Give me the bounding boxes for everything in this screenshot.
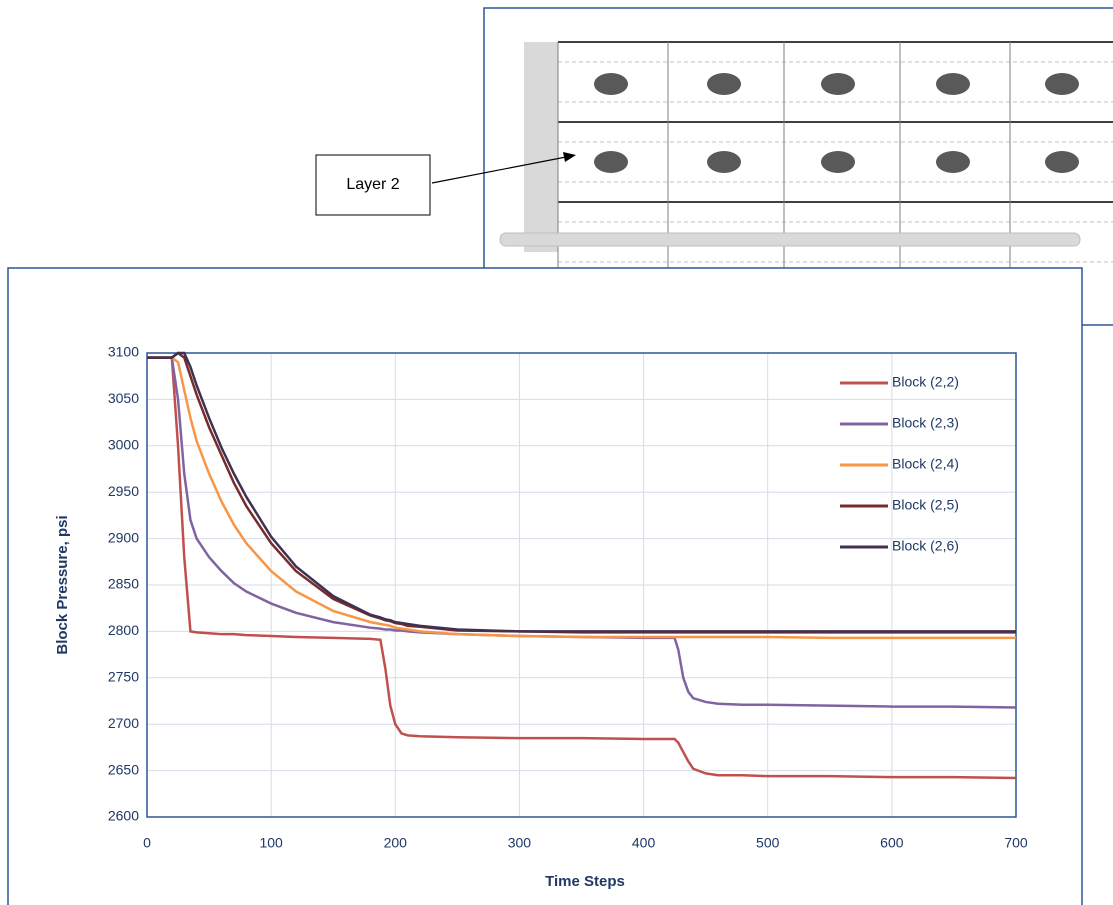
legend-label: Block (2,4): [892, 456, 959, 472]
y-axis-title: Block Pressure, psi: [54, 515, 71, 654]
series-line: [147, 351, 1016, 633]
legend-label: Block (2,5): [892, 497, 959, 513]
x-tick-label: 400: [632, 835, 656, 851]
legend-label: Block (2,6): [892, 538, 959, 554]
pipe-bar: [499, 232, 1081, 247]
series-line: [147, 356, 1017, 780]
legend-label: Block (2,2): [892, 374, 959, 390]
y-tick-label: 3000: [108, 437, 139, 453]
y-tick-label: 3050: [108, 390, 139, 406]
plot-border: [146, 352, 1017, 818]
y-tick-label: 2700: [108, 715, 139, 731]
x-tick-label: 500: [756, 835, 780, 851]
x-tick-label: 100: [259, 835, 283, 851]
arrow: [431, 156, 567, 184]
y-tick-label: 2900: [108, 529, 139, 545]
y-tick-label: 2750: [108, 669, 139, 685]
x-tick-label: 600: [880, 835, 904, 851]
x-tick-label: 200: [384, 835, 408, 851]
x-tick-label: 300: [508, 835, 532, 851]
series-line: [147, 356, 1016, 640]
well-bar: [524, 42, 558, 252]
y-tick-label: 2650: [108, 761, 139, 777]
y-tick-label: 2950: [108, 483, 139, 499]
y-tick-label: 2600: [108, 808, 139, 824]
blocks: [594, 73, 1079, 173]
y-tick-label: 3100: [108, 344, 139, 360]
chart-frame: [7, 267, 1083, 905]
series-line: [147, 356, 1017, 709]
x-tick-label: 0: [143, 835, 151, 851]
y-tick-label: 2850: [108, 576, 139, 592]
x-axis-title: Time Steps: [545, 873, 625, 890]
layer-label-box: [315, 154, 431, 216]
y-tick-label: 2800: [108, 622, 139, 638]
cell-dashes: [558, 61, 1113, 263]
legend-label: Block (2,3): [892, 415, 959, 431]
plot: 2600265027002750280028502900295030003050…: [108, 344, 1028, 851]
cell-borders: [558, 41, 1113, 203]
arrow-head: [563, 152, 576, 162]
layer-label: Layer 2: [346, 176, 399, 193]
x-tick-label: 700: [1004, 835, 1028, 851]
